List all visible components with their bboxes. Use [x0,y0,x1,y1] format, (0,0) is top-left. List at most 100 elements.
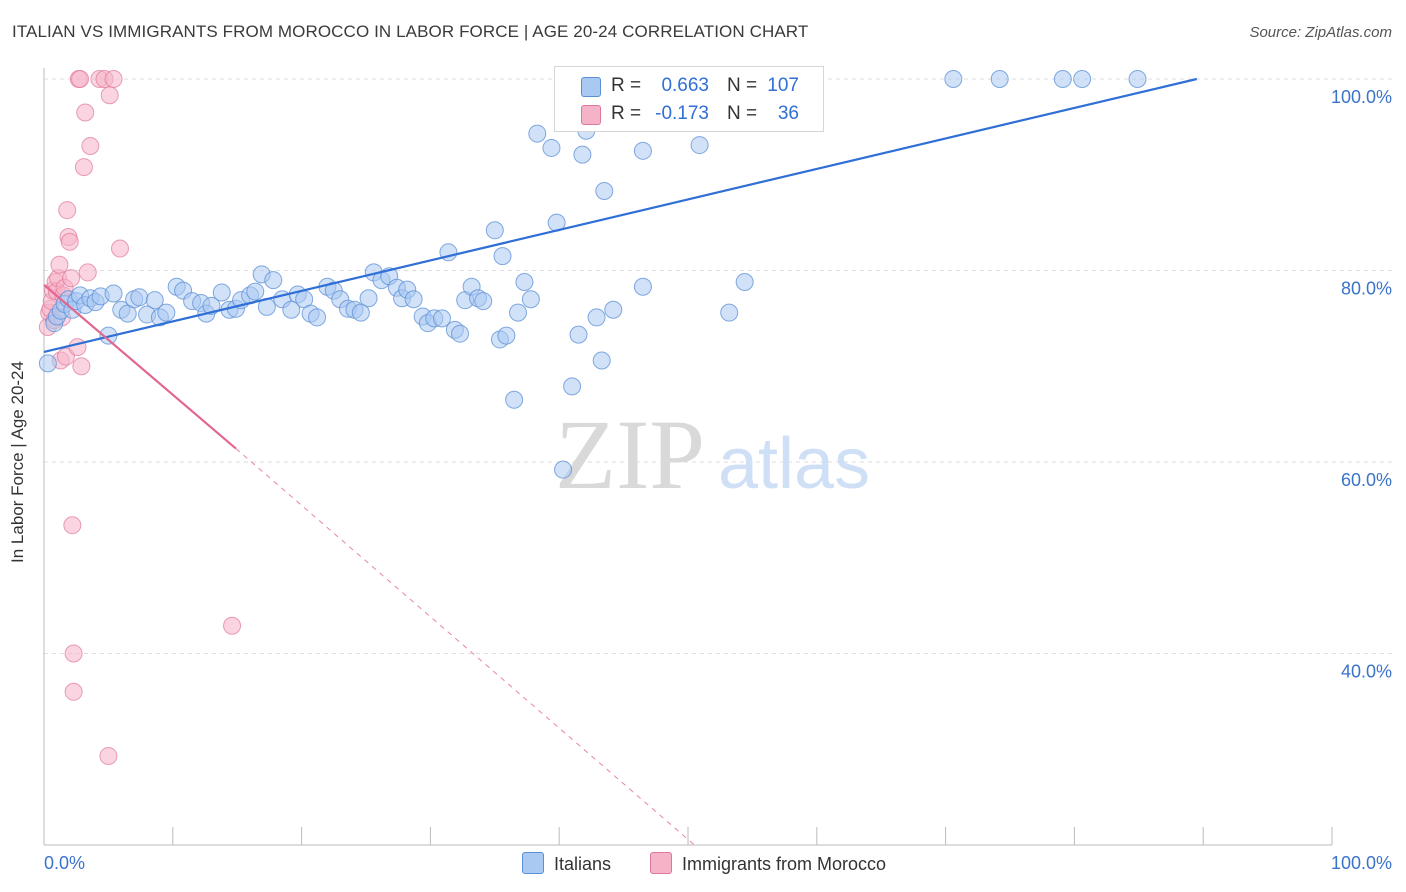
italians-point [604,300,623,319]
italians-point [1128,70,1147,88]
italians-point [592,351,611,370]
legend-row-morocco: R = -0.173 N = 36 [555,101,823,129]
morocco-point [78,263,97,282]
italians-point [246,282,265,301]
italians-point [542,138,561,157]
legend-n-value: 36 [777,103,799,124]
morocco-point [104,70,123,88]
italians-point [212,283,231,302]
x-tick-label: 100.0% [1331,853,1392,873]
italians-point [595,182,614,201]
morocco-trend-extension [235,448,695,846]
italians-point [528,124,547,143]
legend-r-label: R = [611,103,642,124]
tick-labels: 100.0% 80.0% 60.0% 40.0% 0.0% 100.0% [44,87,1392,873]
morocco-point [110,239,129,258]
italians-point [38,354,57,373]
italians-trend-line [43,77,1198,353]
italians-point [493,247,512,266]
italians-point [990,70,1009,88]
italians-point [587,308,606,327]
watermark: ZIP atlas [555,399,870,510]
italians-point [573,145,592,164]
morocco-point [56,347,75,366]
morocco-point [68,338,87,357]
y-axis-label: In Labor Force | Age 20-24 [8,361,27,563]
italians-point [497,326,516,345]
italians-point [521,290,540,309]
morocco-point [71,70,90,88]
series-legend: Italians Immigrants from Morocco [0,852,1406,878]
italians-point [359,289,378,308]
italians-point [474,292,493,311]
legend-swatch-italians [522,852,544,874]
italians-point [554,460,573,479]
italians-point [508,303,527,322]
chart-title: ITALIAN VS IMMIGRANTS FROM MOROCCO IN LA… [12,22,809,41]
correlation-legend: R = 0.663 N = 107 R = -0.173 N = 36 [554,66,824,132]
legend-label-morocco: Immigrants from Morocco [682,854,887,874]
source-label: Source: ZipAtlas.com [1249,24,1392,41]
y-tick-label: 100.0% [1331,87,1392,107]
italians-point [735,272,754,291]
italians-point [515,272,534,291]
legend-swatch-blue [581,77,601,97]
watermark-zip: ZIP [555,399,705,510]
italians-point [633,277,652,296]
axes [43,68,1333,846]
italians-point [505,390,524,409]
morocco-point [100,86,119,105]
italians-point [264,271,283,290]
legend-row-italians: R = 0.663 N = 107 [555,73,823,101]
italians-point [633,141,652,160]
y-tick-label: 80.0% [1341,279,1392,299]
legend-r-label: R = [611,75,642,96]
italians-point [351,303,370,322]
italians-point [485,221,504,240]
morocco-point [81,137,100,156]
italians-point [308,308,327,327]
grid-lines [44,78,1392,654]
italians-point [690,136,709,155]
x-tick-label: 0.0% [44,853,85,873]
italians-point [563,377,582,396]
morocco-point [60,232,79,251]
morocco-point [223,616,242,635]
morocco-trend-line [43,284,237,450]
morocco-point [63,516,82,535]
italians-point [104,284,123,303]
italians-point [944,70,963,88]
morocco-point [64,682,83,701]
italians-point [1073,70,1092,88]
legend-item-morocco[interactable]: Immigrants from Morocco [650,852,886,875]
morocco-point [64,644,83,663]
italians-point [404,290,423,309]
morocco-point [62,269,81,288]
morocco-point [58,201,77,220]
italians-point [1053,70,1072,88]
morocco-point [99,746,118,765]
italians-point [130,288,149,307]
legend-item-italians[interactable]: Italians [522,852,611,875]
morocco-point [74,158,93,177]
legend-n-label: N = [727,75,758,96]
morocco-points [38,70,242,765]
legend-label-italians: Italians [554,854,612,874]
italians-points [38,70,1147,479]
y-tick-label: 40.0% [1341,662,1392,682]
italians-point [145,291,164,310]
watermark-atlas: atlas [718,424,870,504]
legend-swatch-morocco [650,852,672,874]
italians-point [432,309,451,328]
legend-n-label: N = [727,103,758,124]
morocco-point [72,357,91,376]
y-tick-label: 60.0% [1341,470,1392,490]
italians-point [282,300,301,319]
italians-point [569,325,588,344]
legend-r-value: 0.663 [661,75,709,96]
legend-swatch-pink [581,105,601,125]
italians-point [157,303,176,322]
trend-lines [43,77,1198,846]
italians-point [720,303,739,322]
